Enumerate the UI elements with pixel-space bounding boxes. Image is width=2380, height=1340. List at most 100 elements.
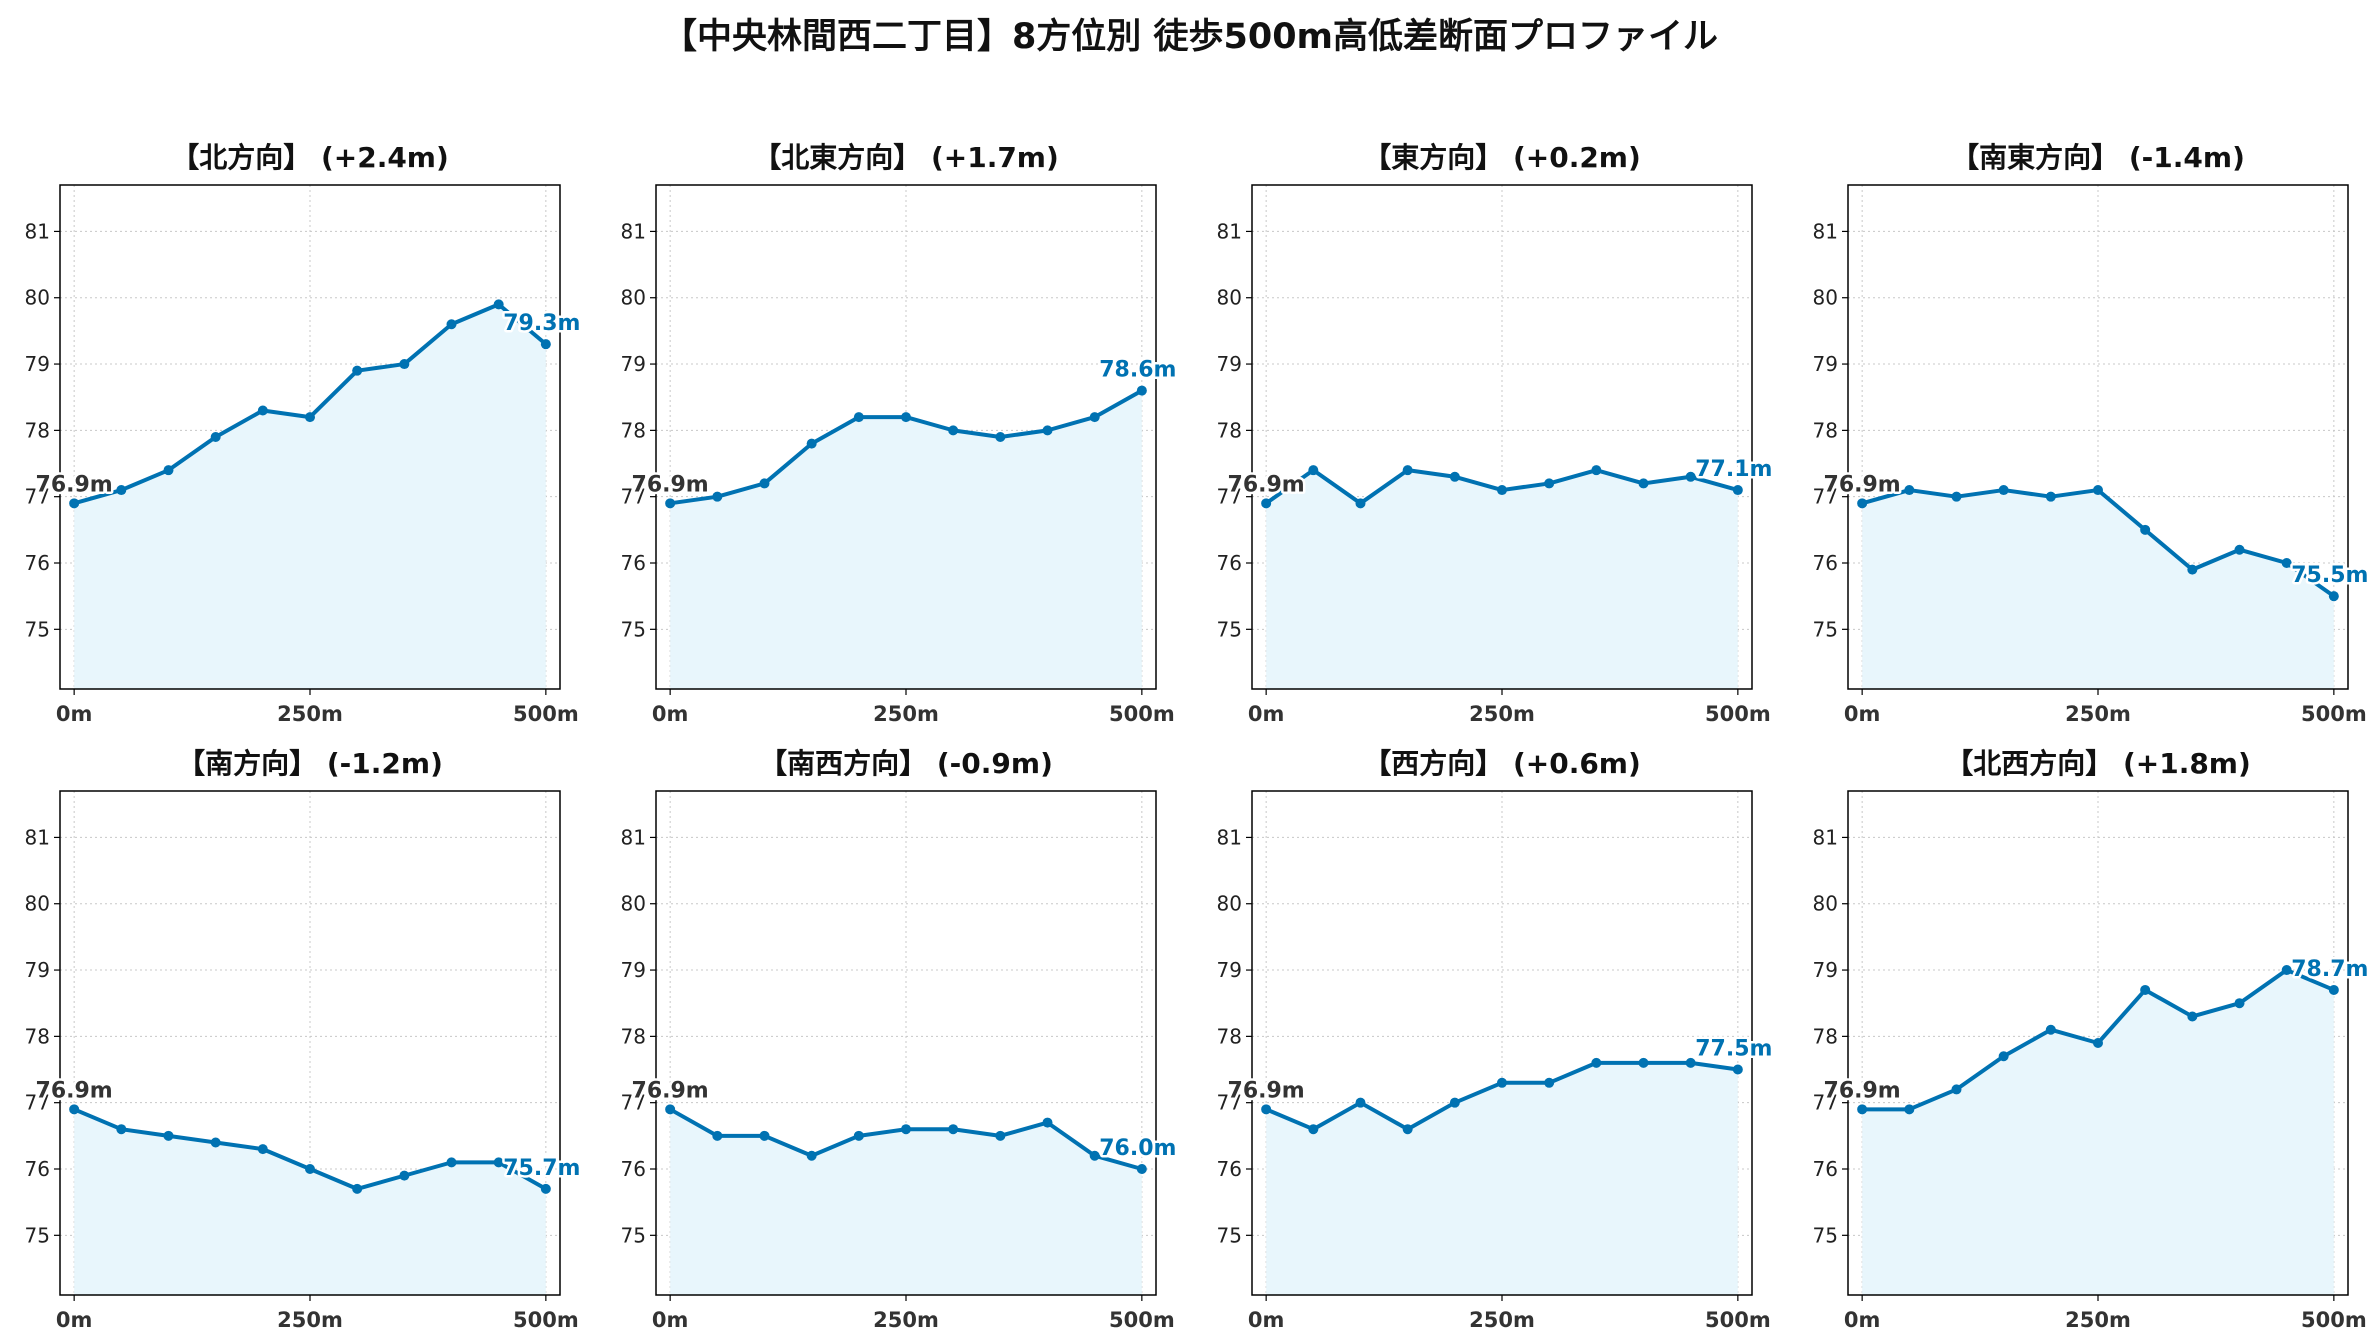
x-tick-label: 500m [1705,702,1771,726]
data-point [853,1130,864,1141]
x-tick-label: 0m [652,702,689,726]
x-tick-label: 250m [1469,1308,1535,1332]
y-tick-label: 78 [1813,1024,1838,1048]
data-point [1136,385,1147,396]
data-point [2234,544,2245,555]
panel-2: 【東方向】 (+0.2m) 75 76 77 78 79 80 81 0m 250m 500m 76.… [1217,141,1775,726]
data-point [948,1124,959,1135]
x-tick-label: 0m [56,702,93,726]
y-tick-label: 79 [25,958,50,982]
y-tick-label: 78 [1217,1024,1242,1048]
x-tick-label: 500m [1109,1308,1175,1332]
y-tick-label: 80 [621,892,646,916]
panel-title: 【西方向】 (+0.6m) [1363,747,1641,780]
data-point [1591,1057,1602,1068]
data-point [163,1130,174,1141]
data-point [1308,465,1319,476]
data-point [759,478,770,489]
y-tick-label: 81 [621,825,646,849]
y-tick-label: 79 [1217,958,1242,982]
y-tick-label: 76 [1813,551,1838,575]
x-tick-label: 0m [1248,1308,1285,1332]
panel-6: 【西方向】 (+0.6m) 75 76 77 78 79 80 81 0m 250m 500m 76.… [1217,747,1775,1332]
area-fill [74,1109,546,1295]
data-point [257,405,268,416]
data-point [1638,478,1649,489]
data-point [2281,558,2292,568]
data-point [901,1124,911,1135]
data-point [1998,485,2009,496]
data-point [69,1104,80,1115]
data-point [806,438,817,449]
data-point [69,498,80,509]
data-point [1544,1077,1555,1088]
y-tick-label: 76 [1217,551,1242,575]
x-tick-label: 500m [2301,702,2367,726]
y-tick-label: 81 [25,825,50,849]
data-point [712,1130,723,1141]
data-point [1261,498,1272,509]
data-point [665,498,676,509]
y-tick-label: 80 [25,892,50,916]
x-tick-label: 250m [2065,1308,2131,1332]
data-point [116,1124,127,1135]
area-fill [670,390,1142,689]
data-point [948,425,959,436]
data-point [446,1157,457,1168]
data-point [210,432,221,442]
y-tick-label: 81 [1813,219,1838,243]
y-tick-label: 75 [621,617,646,641]
data-point [1449,471,1460,482]
data-point [1951,1084,1962,1095]
y-tick-label: 78 [1813,418,1838,442]
data-point [1308,1124,1319,1135]
data-point [1497,1077,1507,1088]
start-value-label: 76.9m [36,1078,113,1103]
data-point [2140,524,2151,535]
y-tick-label: 76 [1813,1157,1838,1181]
panel-title: 【南方向】 (-1.2m) [177,747,443,780]
y-tick-label: 78 [25,1024,50,1048]
data-point [1355,1097,1366,1108]
data-point [540,339,551,350]
y-tick-label: 79 [1813,352,1838,376]
y-tick-label: 75 [1813,1223,1838,1247]
data-point [1904,1104,1915,1115]
y-tick-label: 77 [1217,1091,1242,1115]
y-tick-label: 76 [621,551,646,575]
end-value-label: 77.1m [1695,457,1772,482]
y-tick-label: 78 [25,418,50,442]
y-tick-label: 76 [1217,1157,1242,1181]
y-tick-label: 79 [1813,958,1838,982]
panel-1: 【北東方向】 (+1.7m) 75 76 77 78 79 80 81 0m 250m 500m 76… [621,141,1179,726]
x-tick-label: 0m [1248,702,1285,726]
data-point [352,1183,363,1194]
y-tick-label: 75 [1813,617,1838,641]
panel-title: 【北西方向】 (+1.8m) [1945,747,2251,780]
x-tick-label: 250m [1469,702,1535,726]
panel-5: 【南西方向】 (-0.9m) 75 76 77 78 79 80 81 0m 250m 500m 76… [621,747,1179,1332]
data-point [1261,1104,1272,1115]
data-point [1089,412,1100,423]
y-tick-label: 77 [1217,485,1242,509]
panel-3: 【南東方向】 (-1.4m) 75 76 77 78 79 80 81 0m 250m 500m 76… [1813,141,2371,726]
x-tick-label: 500m [2301,1308,2367,1332]
start-value-label: 76.9m [632,472,709,497]
end-value-label: 75.7m [503,1156,580,1181]
y-tick-label: 75 [621,1223,646,1247]
panel-4: 【南方向】 (-1.2m) 75 76 77 78 79 80 81 0m 250m 500m 76.… [25,747,583,1332]
x-tick-label: 250m [873,1308,939,1332]
data-point [1136,1164,1147,1174]
x-tick-label: 0m [1844,1308,1881,1332]
data-point [995,1130,1006,1141]
data-point [2187,1011,2198,1022]
y-tick-label: 78 [621,1024,646,1048]
data-point [2045,1024,2056,1035]
data-point [163,465,174,476]
data-point [2187,564,2198,575]
data-point [2093,1038,2103,1048]
x-tick-label: 500m [1705,1308,1771,1332]
data-point [257,1144,268,1155]
y-tick-label: 80 [1813,892,1838,916]
